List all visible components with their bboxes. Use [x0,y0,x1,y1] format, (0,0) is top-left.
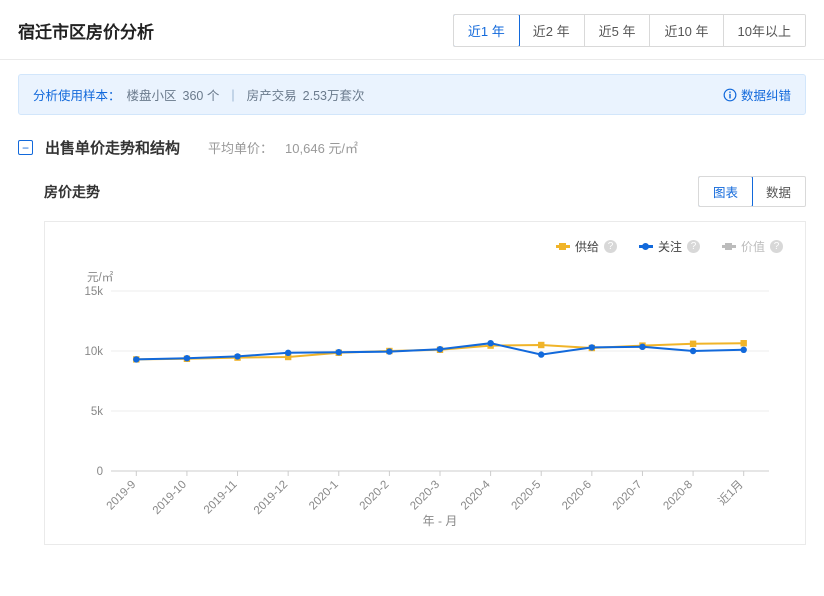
time-tab-2[interactable]: 近5 年 [585,15,651,46]
sample-info-bar: 分析使用样本： 楼盘小区 360 个 | 房产交易 2.53万套次 数据纠错 [18,74,806,115]
svg-text:15k: 15k [84,286,103,298]
legend-swatch-attention [639,245,653,248]
sample-part1-value: 360 个 [183,85,220,104]
legend-help-value[interactable]: ? [770,240,783,253]
time-tab-4[interactable]: 10年以上 [724,15,805,46]
svg-text:5k: 5k [91,406,103,418]
view-toggle-1[interactable]: 数据 [752,177,805,206]
time-tab-0[interactable]: 近1 年 [453,14,520,47]
svg-text:2020-3: 2020-3 [408,479,442,513]
svg-text:年 - 月: 年 - 月 [423,514,458,528]
svg-text:2020-2: 2020-2 [358,479,392,513]
legend-help-supply[interactable]: ? [604,240,617,253]
subsection-row: 房价走势 图表数据 [0,170,824,213]
svg-text:2020-7: 2020-7 [611,479,645,513]
avg-price-label: 平均单价： [208,138,273,157]
legend-help-attention[interactable]: ? [687,240,700,253]
legend-label-attention: 关注 [658,238,682,255]
legend-item-attention[interactable]: 关注? [639,238,700,255]
svg-text:2020-5: 2020-5 [510,479,544,513]
legend-label-supply: 供给 [575,238,599,255]
collapse-toggle[interactable]: − [18,140,33,155]
svg-text:2020-8: 2020-8 [661,479,695,513]
svg-text:2019-9: 2019-9 [105,479,139,513]
collapse-icon: − [22,142,29,154]
view-toggle: 图表数据 [698,176,806,207]
svg-text:2020-1: 2020-1 [307,479,341,513]
section-title: 出售单价走势和结构 [45,137,180,158]
legend-item-supply[interactable]: 供给? [556,238,617,255]
section-header: − 出售单价走势和结构 平均单价： 10,646 元/㎡ [0,129,824,170]
svg-text:0: 0 [97,466,103,478]
time-range-tabs: 近1 年近2 年近5 年近10 年10年以上 [453,14,806,47]
legend-swatch-supply [556,245,570,248]
info-icon [723,88,737,102]
price-trend-chart: 元/㎡ 0 5k 10k 15k 2019-9 2019-10 2019-11 2019-12 2… [59,261,779,531]
sample-separator: | [231,88,234,102]
header: 宿迁市区房价分析 近1 年近2 年近5 年近10 年10年以上 [0,0,824,60]
sample-part2-label: 房产交易 [247,85,297,104]
sample-part1-label: 楼盘小区 [127,85,177,104]
svg-text:10k: 10k [84,346,103,358]
data-correction-label: 数据纠错 [741,85,791,104]
time-tab-3[interactable]: 近10 年 [650,15,723,46]
sample-part2-value: 2.53万套次 [303,85,365,104]
time-tab-1[interactable]: 近2 年 [519,15,585,46]
svg-text:元/㎡: 元/㎡ [87,271,114,284]
sample-prefix: 分析使用样本： [33,85,121,104]
svg-text:近1月: 近1月 [716,478,746,508]
page-title: 宿迁市区房价分析 [18,18,154,43]
legend-label-value: 价值 [741,238,765,255]
legend-swatch-value [722,245,736,248]
svg-text:2020-6: 2020-6 [560,479,594,513]
svg-text:2020-4: 2020-4 [459,478,493,512]
data-correction-link[interactable]: 数据纠错 [723,85,791,104]
svg-text:2019-11: 2019-11 [202,479,240,517]
svg-text:2019-10: 2019-10 [151,479,189,517]
legend-item-value: 价值? [722,238,783,255]
svg-text:2019-12: 2019-12 [252,479,290,517]
chart-container: 供给?关注?价值? 元/㎡05k10k15k2019-92019-102019-… [44,221,806,545]
subsection-title: 房价走势 [44,182,100,202]
view-toggle-0[interactable]: 图表 [698,176,753,207]
sample-info-text: 分析使用样本： 楼盘小区 360 个 | 房产交易 2.53万套次 [33,85,364,104]
chart-legend: 供给?关注?价值? [59,238,791,261]
avg-price-value: 10,646 元/㎡ [285,138,358,157]
